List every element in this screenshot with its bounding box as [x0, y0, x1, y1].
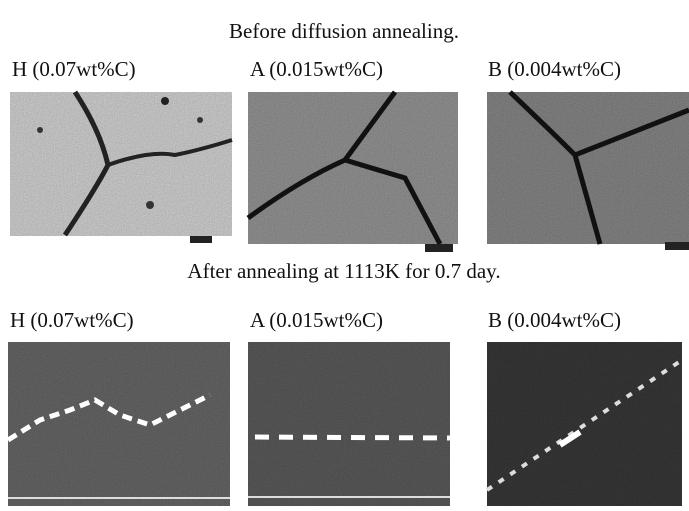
panel-label: A (0.015wt%C)	[250, 57, 383, 81]
panel-label: H (0.07wt%C)	[12, 57, 136, 81]
section-heading: After annealing at 1113K for 0.7 day.	[187, 259, 500, 283]
panel-label: A (0.015wt%C)	[250, 308, 383, 332]
panel-label: B (0.004wt%C)	[488, 308, 621, 332]
section-heading: Before diffusion annealing.	[229, 19, 459, 43]
micrograph	[248, 92, 458, 252]
figure: Before diffusion annealing. H (0.07wt%C)…	[0, 0, 689, 506]
micrograph	[8, 342, 230, 506]
panel-label: H (0.07wt%C)	[10, 308, 134, 332]
micrograph	[487, 92, 689, 250]
panel-label: B (0.004wt%C)	[488, 57, 621, 81]
micrograph	[10, 92, 232, 243]
cropped-line	[200, 0, 500, 6]
micrograph	[248, 342, 450, 506]
micrograph	[487, 342, 682, 506]
